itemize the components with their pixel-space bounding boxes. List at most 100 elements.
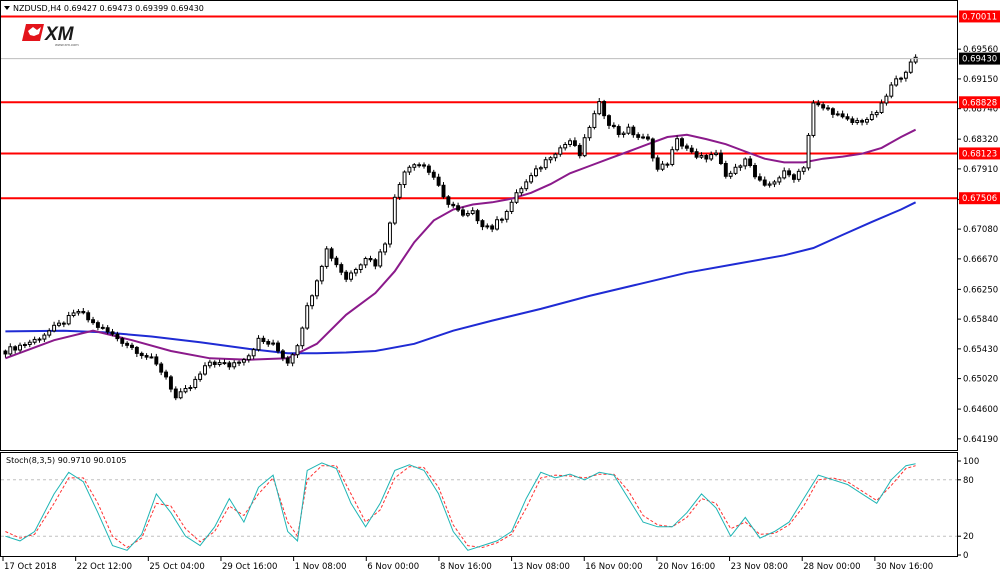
candle-body (110, 331, 115, 335)
candle-body (801, 167, 806, 172)
candle-body (680, 138, 684, 147)
stoch-tick-label: 0 (963, 551, 968, 561)
candle-body (407, 166, 412, 173)
candle-body (529, 175, 534, 183)
candle-body (144, 355, 149, 358)
candle-body (519, 188, 524, 194)
candle-body (344, 271, 349, 280)
candle-body (120, 338, 125, 344)
time-tick-label: 13 Nov 08:00 (513, 562, 570, 572)
candle-body (636, 134, 641, 138)
candle-body (227, 362, 232, 368)
price-tick-label: 0.65430 (963, 345, 998, 355)
price-tick-label: 0.68320 (963, 135, 998, 145)
candle-body (314, 280, 319, 297)
candle-body (324, 248, 329, 267)
candle-body (874, 111, 879, 116)
candle-body (241, 359, 246, 363)
ma-slow-line (5, 201, 917, 355)
candle-body (412, 164, 417, 168)
candle-body (310, 295, 315, 307)
candle-body (61, 322, 66, 325)
candle-body (81, 310, 86, 314)
candle-body (777, 177, 782, 183)
level-tag (959, 147, 1000, 160)
time-tick-label: 1 Nov 08:00 (295, 562, 347, 572)
candle-body (18, 344, 22, 351)
moving-averages (5, 128, 917, 361)
level-tag-label: 0.67506 (962, 194, 997, 204)
candle-body (806, 134, 811, 169)
price-tick-label: 0.67080 (963, 225, 998, 235)
current-price-label: 0.69430 (962, 55, 997, 65)
candle-body (203, 365, 207, 375)
candle-body (495, 219, 499, 230)
symbol-header: NZDUSD,H4 0.69427 0.69473 0.69399 0.6943… (13, 4, 204, 13)
candle-body (451, 203, 456, 207)
candle-body (485, 225, 490, 228)
candle-body (864, 118, 869, 123)
candle-body (261, 337, 266, 343)
candle-body (621, 132, 626, 135)
candle-body (568, 140, 573, 145)
candle-body (753, 165, 757, 178)
candles (3, 54, 918, 401)
candle-body (105, 327, 110, 333)
support-resistance-levels (1, 15, 957, 200)
candle-body (908, 61, 913, 73)
level-tag-label: 0.68123 (962, 149, 997, 159)
candle-body (811, 102, 816, 136)
candle-body (845, 116, 850, 120)
price-tick-label: 0.66670 (963, 255, 998, 265)
level-tag (959, 96, 1000, 109)
candle-body (198, 373, 203, 380)
candle-body (66, 315, 71, 325)
candle-body (37, 338, 42, 341)
price-tick-label: 0.67910 (963, 165, 998, 175)
stoch-axis: 100 80 20 0 (957, 457, 979, 561)
candle-body (645, 136, 650, 140)
candle-body (173, 388, 178, 399)
price-tick-label: 0.65840 (963, 315, 998, 325)
time-tick-label: 25 Oct 04:00 (149, 562, 204, 572)
stoch-tick-label: 100 (963, 457, 979, 467)
candle-body (193, 378, 198, 388)
candle-body (285, 357, 290, 364)
candle-body (572, 140, 577, 146)
stoch-title: Stoch(8,3,5) 90.9710 90.0105 (6, 456, 126, 465)
candle-body (402, 171, 407, 186)
candle-body (22, 344, 27, 347)
candle-body (714, 152, 719, 156)
time-tick-label: 30 Nov 16:00 (876, 562, 933, 572)
candle-body (358, 264, 363, 270)
price-tick-label: 0.64600 (963, 405, 998, 415)
candle-body (71, 312, 76, 317)
candle-body (543, 159, 548, 169)
candle-body (597, 101, 602, 115)
candle-body (665, 163, 670, 166)
candle-body (757, 176, 762, 181)
candle-body (368, 258, 373, 261)
candle-body (207, 361, 212, 367)
collapse-arrow-icon[interactable] (4, 6, 10, 10)
level-tag (959, 192, 1000, 205)
time-tick-label: 8 Nov 16:00 (440, 562, 492, 572)
candle-body (417, 164, 422, 167)
level-tag-label: 0.70011 (962, 12, 997, 22)
candle-body (631, 126, 636, 136)
candle-body (8, 346, 13, 355)
level-tag-label: 0.68828 (962, 98, 997, 108)
candle-body (534, 168, 538, 177)
candle-body (821, 104, 826, 109)
candle-body (271, 342, 276, 345)
ma-fast-line (5, 128, 917, 361)
candle-body (855, 120, 860, 123)
candle-body (52, 324, 57, 332)
time-axis: 17 Oct 2018 22 Oct 12:00 25 Oct 04:00 29 Oc… (2, 556, 933, 572)
candle-body (461, 209, 465, 216)
candle-body (903, 71, 908, 79)
candle-body (446, 196, 451, 205)
candle-body (684, 145, 689, 149)
candle-body (796, 170, 801, 180)
